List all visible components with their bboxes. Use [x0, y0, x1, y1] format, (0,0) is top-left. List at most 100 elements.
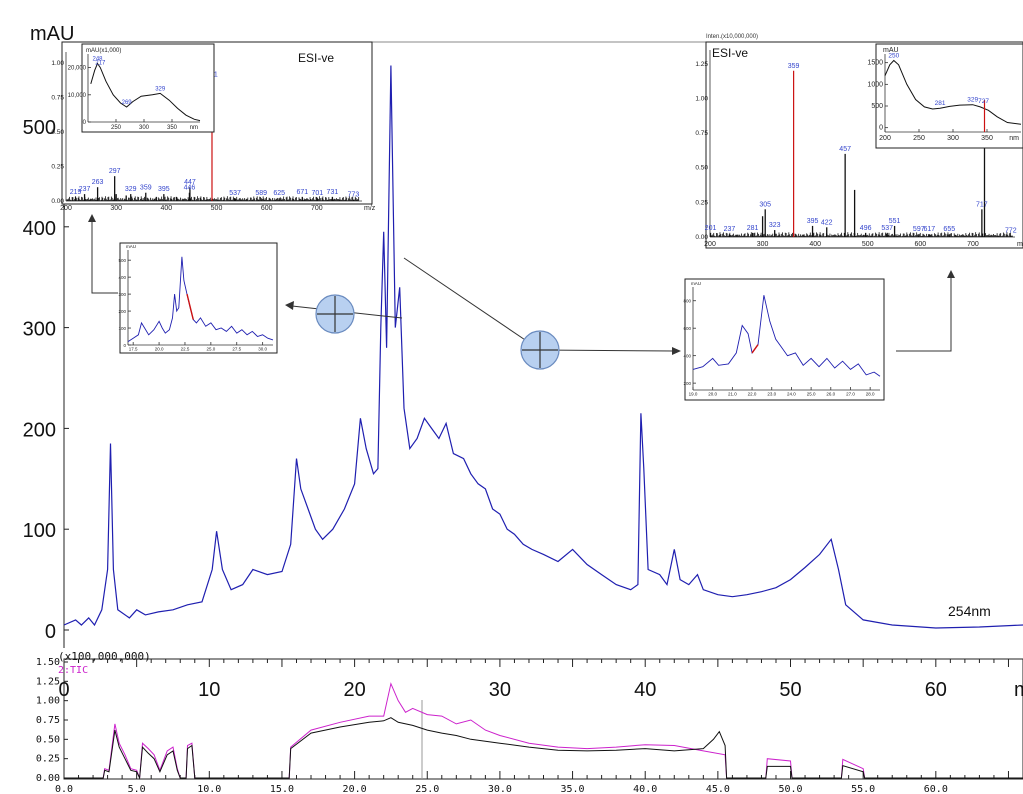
inset-y-tick-label: 400	[683, 354, 691, 359]
tic-x-tick-label: 10.0	[197, 784, 221, 794]
main-chromatogram-trace	[63, 65, 1023, 629]
inset-x-tick-label: 30.0	[258, 347, 267, 352]
inset-y-axis-label: mAU	[883, 47, 899, 54]
inset-x-tick-label: 17.5	[129, 347, 138, 352]
ms-y-tick-label: 0.50	[51, 129, 64, 136]
ms-y-tick-label: 0.25	[51, 164, 64, 171]
ms-peak-label: 773	[348, 192, 360, 199]
ms-x-tick-label: 200	[60, 205, 72, 212]
tic-x-tick-label: 60.0	[924, 784, 948, 794]
ms-peak-label: 305	[759, 201, 771, 208]
ms-y-tick-label: 0.75	[51, 95, 64, 102]
inset-y-axis-label: mAU	[126, 244, 136, 249]
inset-x-tick-label: 25.0	[206, 347, 215, 352]
tic-y-tick-label: 1.50	[36, 657, 60, 668]
uv-left-inset: 0 10,000 20,000 250 300 350 nm mAU(x1,000) 24821…	[68, 43, 215, 133]
inset-y-tick-label: 10,000	[68, 93, 87, 99]
inset-x-tick-label: 28.0	[866, 392, 875, 397]
main-x-tick-label: 40	[634, 679, 656, 701]
tic-x-tick-label: 15.0	[270, 784, 294, 794]
ms-peak-label: 447	[184, 179, 196, 186]
ms-peak-label: 617	[923, 226, 935, 233]
ms-peak-label: 597	[913, 226, 925, 233]
tic-x-tick-label: 40.0	[633, 784, 657, 794]
ms-x-tick-label: 400	[809, 241, 821, 248]
inset-y-tick-label: 300	[118, 292, 126, 297]
ms-x-tick-label: 400	[160, 205, 172, 212]
zoom-left-inset: 0 100 200 300 400 500 17.5 20.0 22.5 25.0 27.5 30.0…	[118, 242, 278, 354]
zoom-right-highlight	[751, 344, 759, 354]
zoom-left-highlight	[186, 293, 194, 320]
ms-peak-label: 359	[140, 185, 152, 192]
ms-y-tick-label: 0.00	[695, 234, 708, 241]
main-y-tick-label: 0	[45, 621, 56, 643]
crosshair-marker-right	[520, 330, 560, 370]
inset-x-tick-label: 22.0	[748, 392, 757, 397]
connector-right-diagonal	[403, 257, 541, 351]
tic-x-tick-label: 30.0	[488, 784, 512, 794]
ms-x-tick-label: 600	[915, 241, 927, 248]
ms-peak-label: 263	[92, 179, 104, 186]
main-y-tick-label: 400	[23, 218, 56, 240]
inset-x-axis-label: nm	[190, 125, 198, 131]
inset-x-tick-label: 19.0	[689, 392, 698, 397]
ms-peak-label: 422	[821, 219, 833, 226]
ms-x-tick-label: 700	[311, 205, 323, 212]
inset-y-tick-label: 200	[683, 381, 691, 386]
ms-y-tick-label: 0.00	[51, 198, 64, 205]
arrowhead-right-pointer	[672, 347, 681, 355]
tic-x-tick-label: 0.0	[55, 784, 73, 794]
uv-right-point-label: 281	[935, 100, 946, 107]
ms-x-tick-label: 300	[757, 241, 769, 248]
ms-x-tick-label: 300	[110, 205, 122, 212]
ms-peak-label: 329	[125, 186, 137, 193]
ms-y-tick-label: 1.00	[695, 95, 708, 102]
tic-x-tick-label: 50.0	[778, 784, 802, 794]
inset-y-tick-label: 600	[683, 326, 691, 331]
inset-x-tick-label: 20.0	[155, 347, 164, 352]
main-x-tick-label: 10	[198, 679, 220, 701]
ms-peak-label: 731	[327, 189, 339, 196]
inset-trace	[884, 59, 1022, 125]
tic-trace-2	[64, 717, 1023, 780]
inset-x-tick-label: 250	[913, 135, 925, 142]
ms-peak-label: 395	[158, 186, 170, 193]
main-x-tick-label: 0	[58, 679, 69, 701]
tic-series-label: 2:TIC	[58, 665, 88, 676]
inset-y-axis-label: mAU(x1,000)	[86, 48, 121, 54]
connector-right-pointer	[539, 349, 675, 352]
ms-peak-label: 701	[312, 190, 324, 197]
uv-right-point-label: 329	[967, 97, 978, 104]
ms-right-label: ESI-ve	[712, 46, 748, 60]
inset-y-tick-label: 100	[118, 326, 126, 331]
tic-scale-label: (x100,000,000)	[58, 650, 151, 663]
inset-x-tick-label: 300	[947, 135, 959, 142]
ms-peak-label: 671	[296, 189, 308, 196]
ms-x-tick-label: 500	[211, 205, 223, 212]
ms-peak-label: 219	[70, 189, 82, 196]
ms-peak-label: 237	[79, 186, 91, 193]
connector-left-bracket	[91, 221, 118, 294]
ms-x-tick-label: 200	[704, 241, 716, 248]
inset-x-tick-label: 20.0	[708, 392, 717, 397]
main-y-tick-label: 500	[23, 117, 56, 139]
ms-peak-label: 395	[807, 218, 819, 225]
uv-left-point-label: 329	[155, 86, 166, 92]
tic-x-tick-label: 35.0	[561, 784, 585, 794]
inset-y-tick-label: 0	[123, 343, 126, 348]
arrowhead-left-pointer	[285, 301, 294, 310]
inset-x-tick-label: 27.5	[232, 347, 241, 352]
ms-x-tick-label: 500	[862, 241, 874, 248]
main-chromatogram-panel: mAU 0 100 200 300 400 500 254nm	[23, 23, 1023, 648]
inset-trace	[90, 62, 201, 122]
ms-peak-label: 655	[943, 226, 955, 233]
inset-x-tick-label: 26.0	[826, 392, 835, 397]
tic-x-tick-label: 20.0	[343, 784, 367, 794]
uv-left-point-label: 217	[95, 61, 106, 67]
inset-y-tick-label: 20,000	[68, 66, 87, 72]
ms-peak-label: 281	[747, 225, 759, 232]
main-y-tick-label: 300	[23, 319, 56, 341]
main-y-tick-label: 200	[23, 419, 56, 441]
ms-peak-label: 537	[229, 190, 241, 197]
